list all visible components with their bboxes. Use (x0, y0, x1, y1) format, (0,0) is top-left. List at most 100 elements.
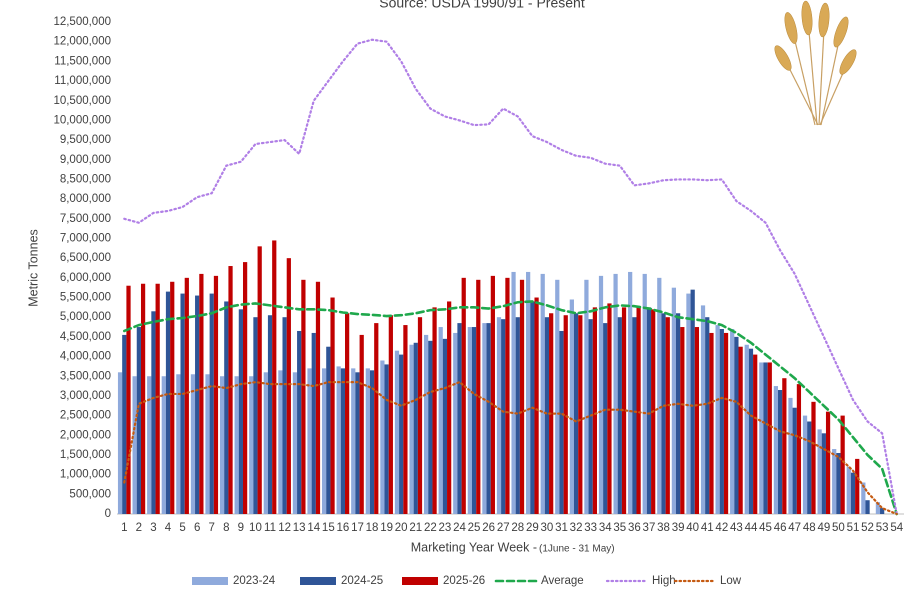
bar (847, 467, 851, 514)
bar (355, 372, 359, 514)
y-tick-label: 11,000,000 (54, 75, 111, 87)
legend-label: Average (541, 575, 584, 587)
y-tick-label: 500,000 (69, 488, 111, 500)
x-tick-label: 10 (249, 522, 262, 534)
bar (428, 341, 432, 514)
bar (272, 240, 276, 514)
x-tick-label: 17 (351, 522, 364, 534)
x-tick-label: 40 (686, 522, 699, 534)
bar (141, 284, 145, 514)
x-tick-label: 45 (759, 522, 772, 534)
bar (636, 307, 640, 514)
y-tick-label: 10,500,000 (53, 95, 111, 107)
bar (374, 323, 378, 514)
x-tick-label: 31 (555, 522, 568, 534)
bar (759, 362, 763, 514)
bar (782, 378, 786, 514)
x-tick-label: 2 (136, 522, 142, 534)
y-tick-label: 9,000,000 (60, 154, 111, 166)
bar (511, 272, 515, 514)
bar (593, 307, 597, 514)
bar (818, 429, 822, 514)
y-tick-label: 8,000,000 (60, 193, 111, 205)
bar (691, 290, 695, 514)
x-tick-label: 33 (584, 522, 597, 534)
bar (526, 272, 530, 514)
x-tick-label: 53 (876, 522, 889, 534)
legend-swatch (192, 577, 228, 585)
x-tick-label: 48 (803, 522, 816, 534)
bar (243, 262, 247, 514)
bar (122, 335, 126, 514)
x-tick-label: 15 (322, 522, 335, 534)
bar (632, 317, 636, 514)
bar (709, 333, 713, 514)
y-tick-label: 7,500,000 (60, 213, 111, 225)
bar (730, 329, 734, 514)
bar (170, 282, 174, 514)
bar (672, 288, 676, 514)
bar (453, 333, 457, 514)
bar (137, 327, 141, 514)
bar (701, 305, 705, 514)
bar (326, 347, 330, 514)
y-tick-label: 10,000,000 (53, 114, 111, 126)
x-tick-label: 23 (439, 522, 452, 534)
bar (351, 368, 355, 514)
bar (195, 296, 199, 514)
x-tick-label: 54 (890, 522, 903, 534)
bar (385, 364, 389, 514)
bar (491, 276, 495, 514)
bar (205, 374, 209, 514)
bar (745, 345, 749, 514)
bar (268, 315, 272, 514)
y-axis-label: Metric Tonnes (26, 229, 40, 307)
x-tick-label: 16 (336, 522, 349, 534)
bar (855, 459, 859, 514)
bar (516, 317, 520, 514)
bar (462, 278, 466, 514)
x-tick-label: 6 (194, 522, 200, 534)
bar (574, 313, 578, 514)
y-tick-label: 5,000,000 (60, 311, 111, 323)
bar (249, 376, 253, 514)
bar (264, 372, 268, 514)
x-tick-label: 9 (238, 522, 244, 534)
bar (520, 280, 524, 514)
bar (555, 280, 559, 514)
bar (220, 376, 224, 514)
legend-swatch (402, 577, 438, 585)
bar (841, 416, 845, 514)
x-tick-label: 47 (788, 522, 801, 534)
x-tick-label: 51 (847, 522, 860, 534)
x-tick-label: 43 (730, 522, 743, 534)
y-tick-label: 5,500,000 (60, 292, 111, 304)
x-tick-label: 27 (497, 522, 510, 534)
bar (468, 327, 472, 514)
bar (239, 309, 243, 514)
x-tick-label: 46 (774, 522, 787, 534)
bar (424, 335, 428, 514)
bar (403, 325, 407, 514)
y-tick-label: 12,000,000 (53, 36, 111, 48)
bar (278, 370, 282, 514)
bar (501, 319, 505, 514)
bar (832, 449, 836, 514)
bar (534, 298, 538, 514)
bar (797, 384, 801, 514)
bar (414, 343, 418, 514)
bar (749, 349, 753, 514)
bar (657, 278, 661, 514)
bar (330, 298, 334, 514)
bar (176, 374, 180, 514)
x-tick-label: 34 (599, 522, 612, 534)
bar (482, 323, 486, 514)
x-tick-label: 11 (264, 522, 276, 534)
bar (126, 286, 130, 514)
bar (151, 311, 155, 514)
bar (763, 362, 767, 514)
bar (505, 278, 509, 514)
x-tick-label: 38 (657, 522, 670, 534)
bar (199, 274, 203, 514)
x-tick-label: 3 (150, 522, 156, 534)
